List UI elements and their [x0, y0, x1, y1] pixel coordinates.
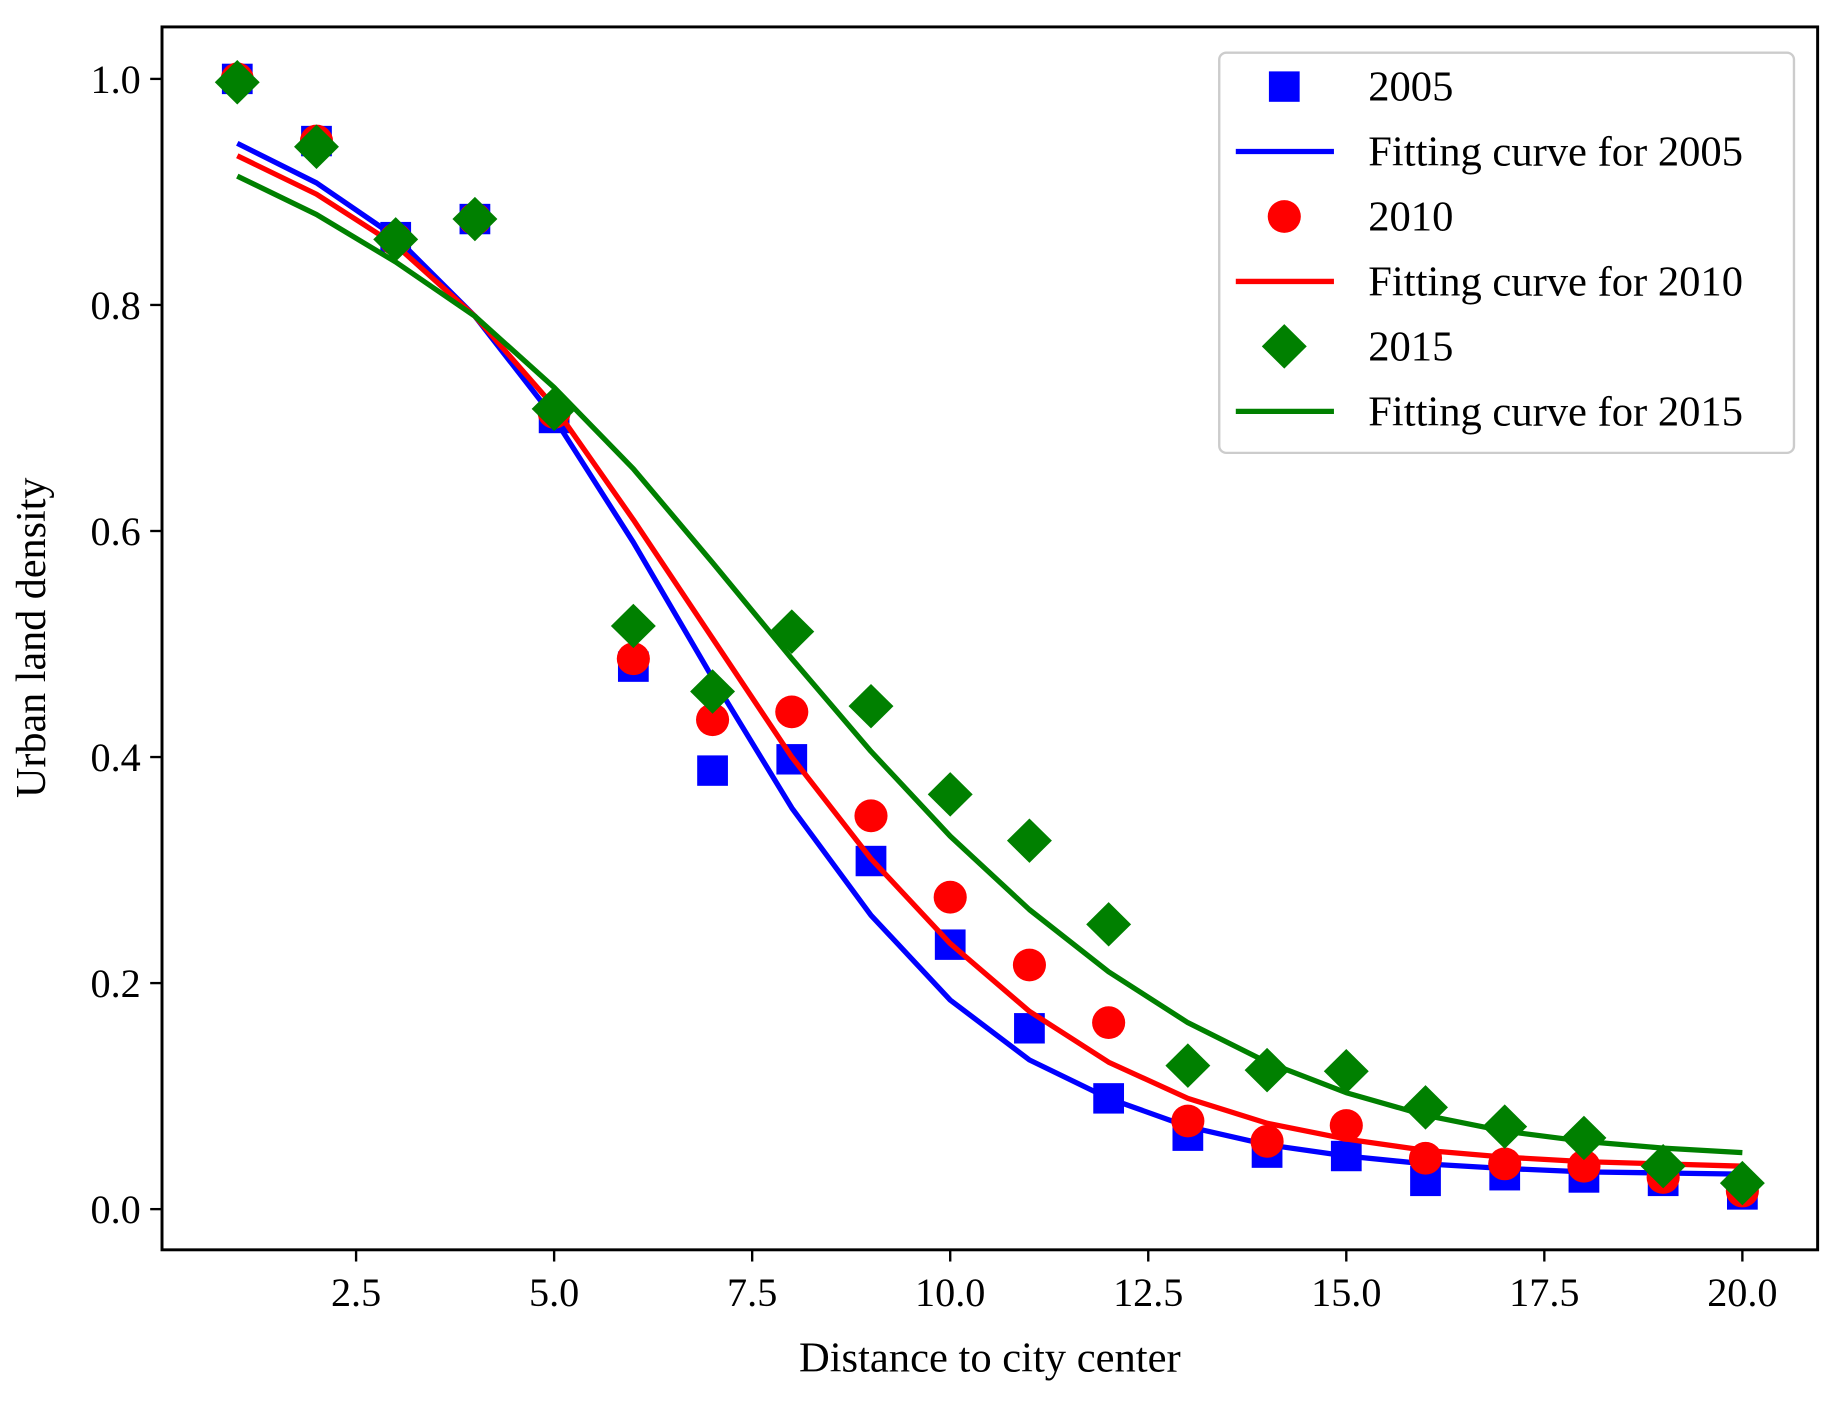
y-tick-label: 0.6: [90, 509, 140, 554]
data-point: [933, 880, 967, 914]
x-tick-label: 17.5: [1509, 1270, 1579, 1315]
data-point: [214, 60, 260, 105]
data-point: [610, 603, 656, 649]
y-tick-label: 0.2: [90, 961, 140, 1006]
data-point: [1719, 1160, 1765, 1206]
x-tick-label: 10.0: [915, 1270, 985, 1315]
data-point: [452, 196, 498, 242]
x-axis-label: Distance to city center: [799, 1335, 1181, 1382]
data-point: [696, 703, 730, 737]
data-point: [1329, 1109, 1363, 1142]
legend-entry-label: Fitting curve for 2005: [1368, 129, 1743, 176]
data-point: [1092, 1006, 1126, 1040]
data-point: [294, 124, 339, 169]
y-axis-ticks: 0.0 0.2 0.4 0.6 0.8 1.0: [90, 57, 163, 1232]
data-point: [373, 217, 419, 262]
data-point: [1482, 1104, 1528, 1149]
x-tick-label: 15.0: [1311, 1270, 1381, 1315]
legend-entry-label: Fitting curve for 2015: [1368, 389, 1743, 436]
y-tick-label: 0.4: [90, 735, 140, 780]
data-point: [854, 799, 888, 833]
axes-frame: [160, 25, 1820, 1252]
legend-marker-swatch: [1268, 71, 1300, 102]
y-axis-label: Urban land density: [8, 478, 55, 799]
y-tick-label: 0.8: [90, 283, 140, 328]
data-point: [697, 755, 728, 786]
x-tick-label: 20.0: [1707, 1270, 1777, 1315]
legend-frame: [1218, 51, 1796, 455]
legend-entry-label: Fitting curve for 2010: [1368, 259, 1743, 306]
y-tick-label: 1.0: [90, 57, 140, 102]
data-point: [1567, 1149, 1601, 1183]
data-point: [1250, 1124, 1284, 1158]
x-axis-ticks: 2.5 5.0 7.5 10.0 12.5 15.0 17.5 20.0: [331, 1249, 1778, 1315]
data-point: [1171, 1104, 1205, 1138]
plot-area: [214, 60, 1765, 1210]
legend: 2005 Fitting curve for 2005 2010 Fitting cu…: [1218, 51, 1796, 455]
legend-entry-label: 2010: [1368, 194, 1453, 241]
data-point: [1006, 818, 1052, 863]
data-point: [1012, 948, 1046, 982]
legend-marker-swatch: [1261, 324, 1307, 369]
legend-entry-label: 2005: [1368, 64, 1453, 111]
data-point: [848, 683, 894, 729]
legend-entry-label: 2015: [1368, 324, 1453, 371]
data-point: [1488, 1147, 1522, 1181]
x-tick-label: 2.5: [331, 1270, 381, 1315]
data-point: [775, 695, 809, 729]
data-point: [927, 772, 973, 817]
fit-line: [236, 173, 1743, 1156]
series-fitting-curve-for-2015: [236, 173, 1743, 1156]
y-tick-label: 0.0: [90, 1187, 140, 1232]
x-tick-label: 7.5: [727, 1270, 777, 1315]
data-point: [1323, 1049, 1369, 1094]
x-tick-label: 5.0: [529, 1270, 579, 1315]
x-tick-label: 12.5: [1113, 1270, 1183, 1315]
data-point: [616, 642, 650, 676]
data-point: [1561, 1115, 1607, 1161]
data-point: [690, 669, 736, 714]
legend-marker-swatch: [1267, 200, 1301, 233]
